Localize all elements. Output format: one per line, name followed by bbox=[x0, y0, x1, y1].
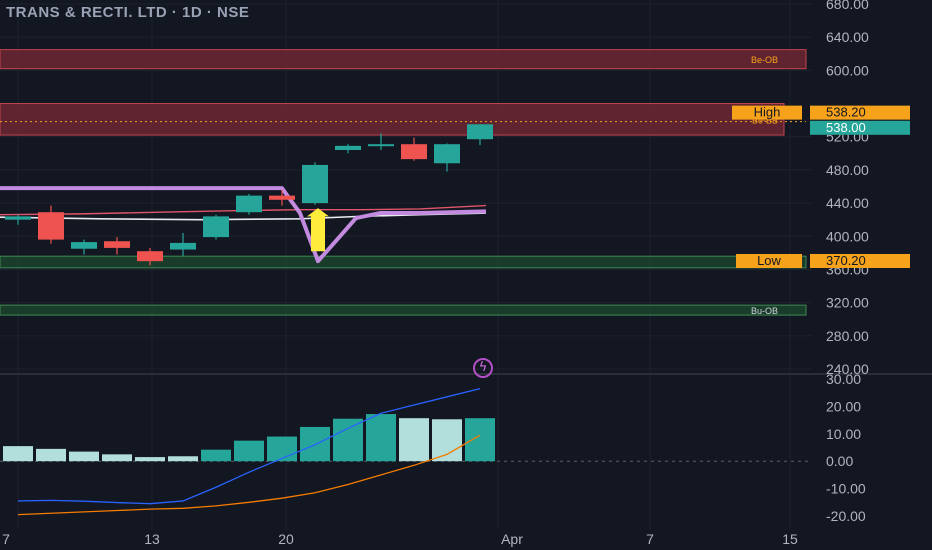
macd-tick: 20.00 bbox=[826, 398, 861, 414]
x-tick: 13 bbox=[144, 531, 160, 547]
macd-histogram-bar bbox=[366, 414, 396, 462]
signal-line bbox=[17, 434, 481, 516]
candle bbox=[467, 124, 493, 140]
macd-histogram-bar bbox=[201, 449, 231, 462]
candle bbox=[302, 164, 328, 204]
macd-histogram-bar bbox=[168, 456, 198, 462]
macd-line bbox=[17, 387, 481, 505]
macd-tick: 0.00 bbox=[826, 453, 853, 469]
price-tick: 600.00 bbox=[826, 62, 869, 78]
macd-tick: -20.00 bbox=[826, 508, 866, 524]
price-tick: 320.00 bbox=[826, 295, 869, 311]
candle bbox=[401, 144, 427, 160]
macd-histogram-bar bbox=[399, 418, 429, 462]
zone-bu-ob bbox=[0, 304, 807, 316]
price-tick: 440.00 bbox=[826, 195, 869, 211]
macd-histogram-bar bbox=[333, 418, 363, 462]
x-tick: 15 bbox=[782, 531, 798, 547]
candle bbox=[38, 212, 64, 240]
candle bbox=[137, 251, 163, 262]
zone-be-bb bbox=[0, 103, 785, 136]
high-value-text: 538.20 bbox=[826, 105, 866, 120]
price-tick: 280.00 bbox=[826, 328, 869, 344]
zone-demand bbox=[0, 255, 807, 269]
last-price-text: 538.00 bbox=[826, 120, 866, 135]
price-tick: 640.00 bbox=[826, 29, 869, 45]
macd-tick: -10.00 bbox=[826, 481, 866, 497]
zone-label: Bu-OB bbox=[751, 306, 778, 316]
high-marker-box bbox=[732, 105, 802, 120]
low-value-text: 370.20 bbox=[826, 253, 866, 268]
high-value-box bbox=[810, 105, 910, 120]
zone-label: Be-BB bbox=[752, 115, 778, 125]
low-marker-label: Low bbox=[757, 253, 781, 268]
macd-histogram-bar bbox=[234, 440, 264, 462]
buy-arrow bbox=[307, 208, 329, 252]
candle bbox=[203, 216, 229, 238]
macd-histogram-bar bbox=[102, 454, 132, 462]
zone-label: Be-OB bbox=[751, 55, 778, 65]
macd-histogram-bar bbox=[267, 436, 297, 462]
low-value-box bbox=[810, 253, 910, 268]
price-tick: 680.00 bbox=[826, 0, 869, 12]
flash-icon[interactable]: ϟ bbox=[473, 358, 493, 378]
candle bbox=[104, 241, 130, 248]
moving-average-red bbox=[0, 204, 487, 216]
candle bbox=[71, 242, 97, 249]
candle bbox=[170, 242, 196, 250]
macd-tick: 10.00 bbox=[826, 426, 861, 442]
x-tick: 7 bbox=[2, 531, 10, 547]
macd-tick: 30.00 bbox=[826, 371, 861, 387]
zone-be-ob bbox=[0, 49, 807, 70]
x-tick: 7 bbox=[646, 531, 654, 547]
macd-histogram-bar bbox=[69, 451, 99, 462]
candle bbox=[368, 144, 394, 147]
last-price-box bbox=[810, 120, 910, 135]
price-tick: 400.00 bbox=[826, 228, 869, 244]
candle bbox=[236, 195, 262, 213]
high-marker-label: High bbox=[754, 105, 781, 120]
x-tick: 20 bbox=[278, 531, 294, 547]
macd-histogram-bar bbox=[3, 446, 33, 462]
macd-histogram-bar bbox=[465, 418, 495, 462]
macd-histogram-bar bbox=[36, 448, 66, 462]
x-tick: Apr bbox=[501, 531, 523, 547]
macd-histogram-bar bbox=[135, 457, 165, 462]
chart-title: TRANS & RECTI. LTD · 1D · NSE bbox=[6, 4, 250, 21]
candle bbox=[335, 145, 361, 150]
candle bbox=[269, 195, 295, 200]
low-marker-box bbox=[736, 253, 802, 268]
price-tick: 240.00 bbox=[826, 361, 869, 377]
price-tick: 480.00 bbox=[826, 162, 869, 178]
candle bbox=[434, 144, 460, 164]
candle bbox=[5, 216, 31, 220]
